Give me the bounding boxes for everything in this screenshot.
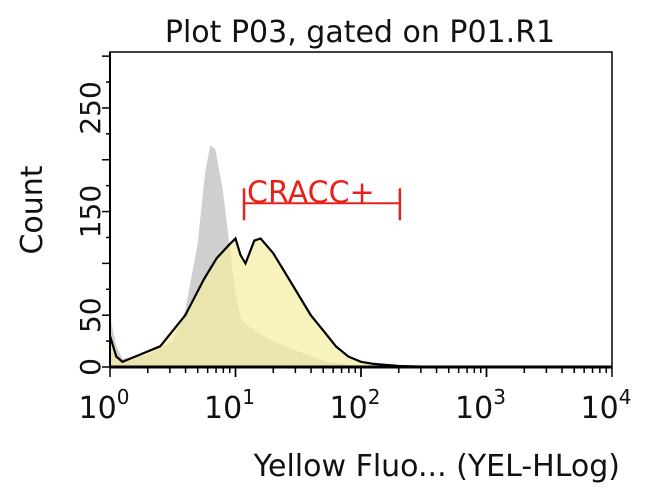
x-tick-base: 10 xyxy=(455,391,493,426)
x-tick-exp: 2 xyxy=(368,385,381,409)
x-tick-label: 100 xyxy=(79,385,130,426)
x-tick-label: 103 xyxy=(455,385,506,426)
x-tick-base: 10 xyxy=(204,391,242,426)
x-tick-exp: 0 xyxy=(117,385,130,409)
series-area-1 xyxy=(110,238,437,367)
y-tick-label: 50 xyxy=(74,297,107,333)
x-tick-label: 101 xyxy=(204,385,255,426)
x-tick-label: 102 xyxy=(330,385,381,426)
x-axis-label: Yellow Fluo... (YEL-HLog) xyxy=(253,449,620,484)
x-tick-base: 10 xyxy=(79,391,117,426)
x-tick-label: 104 xyxy=(581,385,632,426)
x-tick-exp: 1 xyxy=(242,385,255,409)
y-axis-label: Count xyxy=(15,165,50,254)
x-tick-base: 10 xyxy=(581,391,619,426)
series-outline-1 xyxy=(108,236,437,369)
x-tick-exp: 4 xyxy=(619,385,632,409)
y-tick-label: 250 xyxy=(74,81,107,134)
x-tick-exp: 3 xyxy=(493,385,506,409)
gate-label: CRACC+ xyxy=(247,175,375,210)
y-tick-label: 150 xyxy=(74,185,107,238)
x-tick-base: 10 xyxy=(330,391,368,426)
chart-title: Plot P03, gated on P01.R1 xyxy=(165,15,555,50)
y-tick-label: 0 xyxy=(74,358,107,376)
